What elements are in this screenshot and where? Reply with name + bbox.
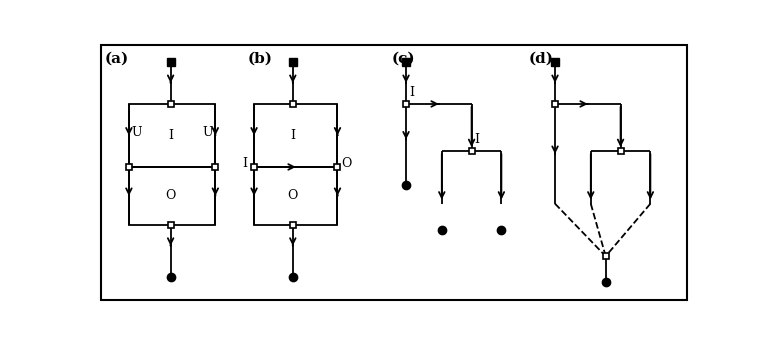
Text: (b): (b) <box>248 51 273 65</box>
Text: O: O <box>165 189 176 202</box>
Bar <box>129 104 215 167</box>
Text: I: I <box>290 129 295 142</box>
Text: (c): (c) <box>391 51 414 65</box>
Bar <box>254 167 338 225</box>
Text: U: U <box>131 126 142 139</box>
Text: (d): (d) <box>528 51 553 65</box>
Text: O: O <box>288 189 298 202</box>
Text: I: I <box>242 157 248 169</box>
Text: I: I <box>168 129 173 142</box>
Bar <box>254 104 338 167</box>
Text: U: U <box>202 126 213 139</box>
Text: (a): (a) <box>105 51 129 65</box>
Text: O: O <box>341 157 351 169</box>
Text: I: I <box>409 86 414 99</box>
Bar <box>129 167 215 225</box>
Text: I: I <box>474 133 480 146</box>
